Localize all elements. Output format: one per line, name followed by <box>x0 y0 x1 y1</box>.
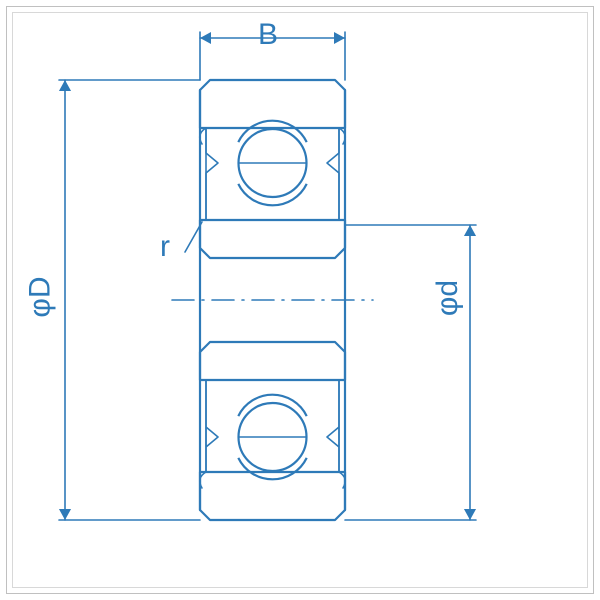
label-r: r <box>160 232 170 262</box>
diagram-stage: B r φD φd <box>0 0 600 600</box>
bearing-drawing <box>0 0 600 600</box>
label-phid: φd <box>433 280 463 316</box>
label-phiD: φD <box>26 276 56 317</box>
label-B: B <box>258 20 278 50</box>
